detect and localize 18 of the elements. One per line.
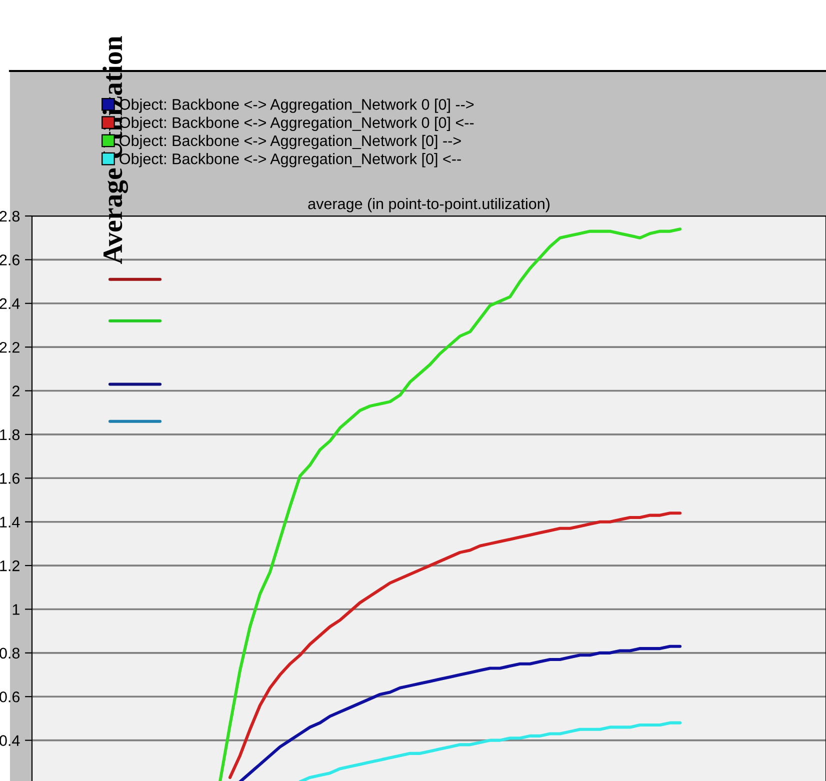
- line-series: [218, 228, 682, 781]
- y-tick-label: 2: [12, 386, 20, 396]
- line-series: [298, 721, 682, 781]
- y-tick-label: 1.8: [0, 429, 20, 440]
- y-tick-label: 0.4: [0, 735, 20, 746]
- y-tick-label: 2.8: [0, 210, 20, 222]
- y-tick-label: 1.2: [0, 560, 20, 572]
- y-tick-label: 0.8: [0, 648, 20, 659]
- line-series: [228, 512, 682, 779]
- line-series: [238, 644, 682, 781]
- y-tick-label: 1.6: [0, 473, 20, 484]
- y-tick-label: 2.4: [0, 298, 20, 309]
- y-tick-label: 2.6: [0, 254, 20, 266]
- chart-title: average (in point-to-point.utilization): [308, 198, 550, 212]
- y-tick-label: 2.2: [0, 342, 20, 353]
- y-tick-label: 1: [12, 604, 20, 615]
- y-tick-label: 1.4: [0, 516, 20, 528]
- y-tick-label: 0.6: [0, 691, 20, 702]
